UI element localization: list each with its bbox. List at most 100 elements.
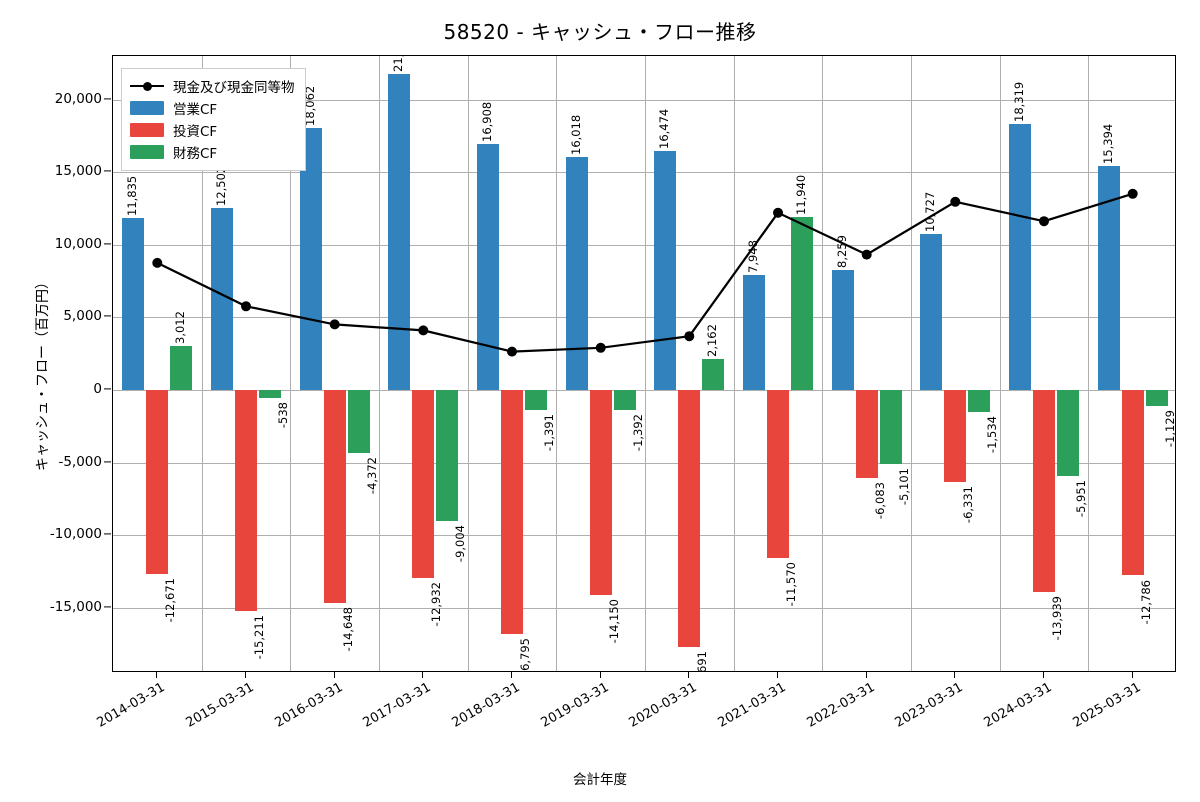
bar-investing-cf: [1121, 389, 1144, 576]
x-axis-tick-label: 2024-03-31: [981, 680, 1055, 731]
legend-item-0[interactable]: 現金及び現金同等物: [130, 75, 295, 97]
bar-financing-cf: [525, 389, 547, 411]
y-axis-tick-mark: [104, 98, 111, 100]
gridline-horizontal: [113, 535, 1175, 537]
gridline-horizontal: [113, 462, 1175, 464]
bar-investing-cf: [146, 389, 169, 574]
gridline-vertical: [911, 56, 912, 671]
bar-investing-cf: [944, 389, 967, 482]
y-axis-tick-label: 10,000: [54, 235, 102, 252]
legend-item-1[interactable]: 営業CF: [130, 97, 295, 119]
legend-item-2[interactable]: 投資CF: [130, 119, 295, 141]
x-axis-tick-label: 2014-03-31: [94, 680, 168, 731]
y-axis-tick-mark: [104, 170, 111, 172]
y-axis-tick-mark: [104, 243, 111, 245]
bar-investing-cf: [501, 389, 523, 634]
bar-financing-cf: [436, 389, 459, 521]
cash-equivalents-marker: [152, 257, 163, 268]
legend-item-label: 現金及び現金同等物: [173, 80, 295, 96]
x-axis-tick-label: 2017-03-31: [360, 680, 434, 731]
cash-equivalents-marker: [329, 319, 340, 330]
plot-area: 11,83512,50218,06221,77916,90816,01816,4…: [112, 55, 1176, 672]
gridline-vertical: [733, 56, 735, 671]
legend-color-swatch-icon: [130, 123, 164, 137]
cash-equivalents-line: [156, 192, 1134, 353]
bar-operating-cf: [477, 144, 499, 390]
bar-investing-cf: [323, 389, 346, 603]
y-axis-tick-label: 5,000: [63, 308, 102, 325]
gridline-horizontal: [113, 244, 1175, 246]
gridline-vertical: [467, 56, 469, 671]
x-axis-tick-label: 2018-03-31: [449, 680, 523, 731]
x-axis: 2014-03-31 2015-03-31 2016-03-31 2017-03-31…: [0, 672, 1200, 802]
gridline-vertical: [1088, 56, 1090, 671]
y-axis: 20,000 15,000 10,000 5,000 0 -5,000 -10,000 -15…: [0, 0, 112, 800]
bar-financing-cf: [613, 389, 636, 411]
bar-operating-cf: [211, 208, 233, 390]
bar-investing-cf: [855, 389, 878, 479]
gridline-horizontal: [113, 317, 1175, 319]
bar-financing-cf: [259, 389, 281, 398]
y-axis-tick-label: 0: [93, 380, 102, 397]
y-axis-tick-mark: [104, 315, 111, 317]
bar-operating-cf: [388, 73, 411, 390]
y-axis-tick-label: -10,000: [49, 526, 102, 543]
x-axis-tick-mark: [245, 672, 247, 678]
bar-operating-cf: [920, 234, 943, 390]
y-axis-tick-label: 15,000: [54, 163, 102, 180]
bar-financing-cf: [702, 358, 725, 390]
bar-investing-cf: [1033, 389, 1055, 593]
bar-financing-cf: [1057, 389, 1079, 477]
bar-operating-cf: [654, 150, 677, 390]
bar-operating-cf: [1009, 124, 1031, 390]
bar-operating-cf: [122, 218, 145, 390]
x-axis-tick-label: 2020-03-31: [626, 680, 700, 731]
cash-equivalents-marker: [950, 196, 961, 207]
chart-legend: 現金及び現金同等物 営業CF 投資CF 財務CF: [121, 68, 306, 171]
gridline-vertical: [645, 56, 646, 671]
x-axis-tick-mark: [422, 672, 424, 678]
cash-equivalents-marker: [1039, 216, 1049, 227]
y-axis-tick-mark: [104, 388, 111, 390]
bar-financing-cf: [879, 389, 902, 464]
cash-equivalents-marker: [241, 301, 251, 312]
x-axis-tick-mark: [511, 672, 513, 678]
gridline-vertical: [379, 56, 380, 671]
x-axis-tick-mark: [1043, 672, 1045, 678]
legend-item-label: 営業CF: [173, 102, 218, 118]
cash-equivalents-marker: [595, 342, 606, 353]
gridline-vertical: [822, 56, 824, 671]
y-axis-tick-mark: [104, 606, 111, 608]
gridline-horizontal: [113, 99, 1175, 101]
bar-investing-cf: [589, 389, 612, 596]
y-axis-tick-label: -5,000: [58, 453, 102, 470]
x-axis-tick-mark: [954, 672, 956, 678]
x-axis-tick-label: 2015-03-31: [183, 680, 257, 731]
legend-color-swatch-icon: [130, 101, 164, 115]
gridline-vertical: [201, 56, 203, 671]
x-axis-tick-label: 2016-03-31: [272, 680, 346, 731]
y-axis-label: キャッシュ・フロー（百万円）: [35, 275, 51, 471]
cash-equivalents-marker: [418, 325, 429, 336]
y-axis-tick-mark: [104, 533, 111, 535]
gridline-horizontal: [113, 607, 1175, 609]
x-axis-tick-mark: [1131, 672, 1133, 678]
bar-financing-cf: [1145, 389, 1168, 407]
legend-color-swatch-icon: [130, 145, 164, 159]
cash-equivalents-marker: [684, 331, 695, 342]
bar-financing-cf: [968, 389, 991, 413]
x-axis-tick-mark: [156, 672, 158, 678]
x-axis-tick-mark: [777, 672, 779, 678]
x-axis-tick-mark: [599, 672, 601, 678]
legend-item-3[interactable]: 財務CF: [130, 141, 295, 163]
cash-equivalents-marker: [773, 207, 783, 218]
cash-equivalents-marker: [507, 346, 517, 357]
x-axis-label: 会計年度: [573, 772, 627, 788]
x-axis-tick-mark: [333, 672, 335, 678]
x-axis-tick-label: 2021-03-31: [715, 680, 789, 731]
cash-equivalents-marker: [861, 249, 872, 260]
x-axis-tick-mark: [865, 672, 867, 678]
bar-operating-cf: [565, 157, 588, 390]
x-axis-tick-label: 2022-03-31: [804, 680, 878, 731]
